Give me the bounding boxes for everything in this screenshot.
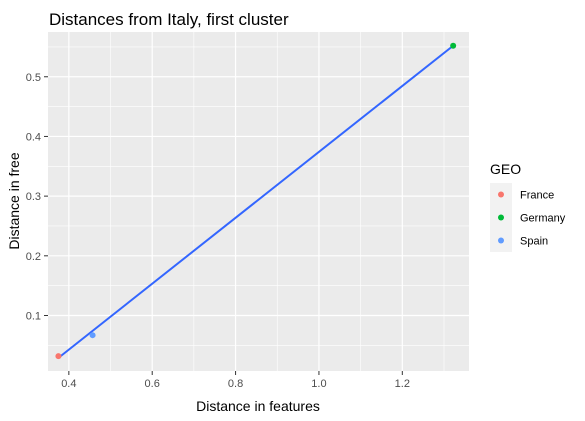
legend-label-france: France <box>520 190 554 202</box>
legend-key-germany <box>498 214 504 221</box>
x-tick-label: 1.0 <box>311 378 326 390</box>
minor-gridlines <box>48 32 469 371</box>
legend-label-germany: Germany <box>520 213 566 225</box>
data-points-layer <box>55 42 457 360</box>
legend-title: GEO <box>490 161 521 177</box>
y-tick-label: 0.2 <box>26 251 41 263</box>
data-point-germany <box>450 42 457 49</box>
y-axis-title: Distance in free <box>6 152 22 249</box>
y-tick-label: 0.3 <box>26 191 41 203</box>
legend-key-france <box>498 191 504 198</box>
x-axis-title: Distance in features <box>196 398 320 414</box>
y-tick-label: 0.1 <box>26 310 41 322</box>
x-tick-label: 1.2 <box>395 378 410 390</box>
legend-key-spain <box>498 237 504 244</box>
trend-line <box>57 44 455 359</box>
chart-title: Distances from Italy, first cluster <box>49 10 289 29</box>
y-tick-label: 0.4 <box>26 131 41 143</box>
axis-ticks-layer: 0.4 0.6 0.8 1.0 1.2 0.1 0.2 0.3 0.4 0.5 <box>26 72 410 390</box>
data-point-spain <box>89 332 96 339</box>
x-tick-label: 0.8 <box>228 378 243 390</box>
trend-line-layer <box>57 44 455 359</box>
legend: France Germany Spain <box>490 183 566 252</box>
legend-label-spain: Spain <box>520 236 548 248</box>
y-tick-label: 0.5 <box>26 72 41 84</box>
x-tick-label: 0.4 <box>61 378 76 390</box>
x-tick-label: 0.6 <box>145 378 160 390</box>
major-gridlines <box>48 32 469 371</box>
data-point-france <box>55 353 62 360</box>
